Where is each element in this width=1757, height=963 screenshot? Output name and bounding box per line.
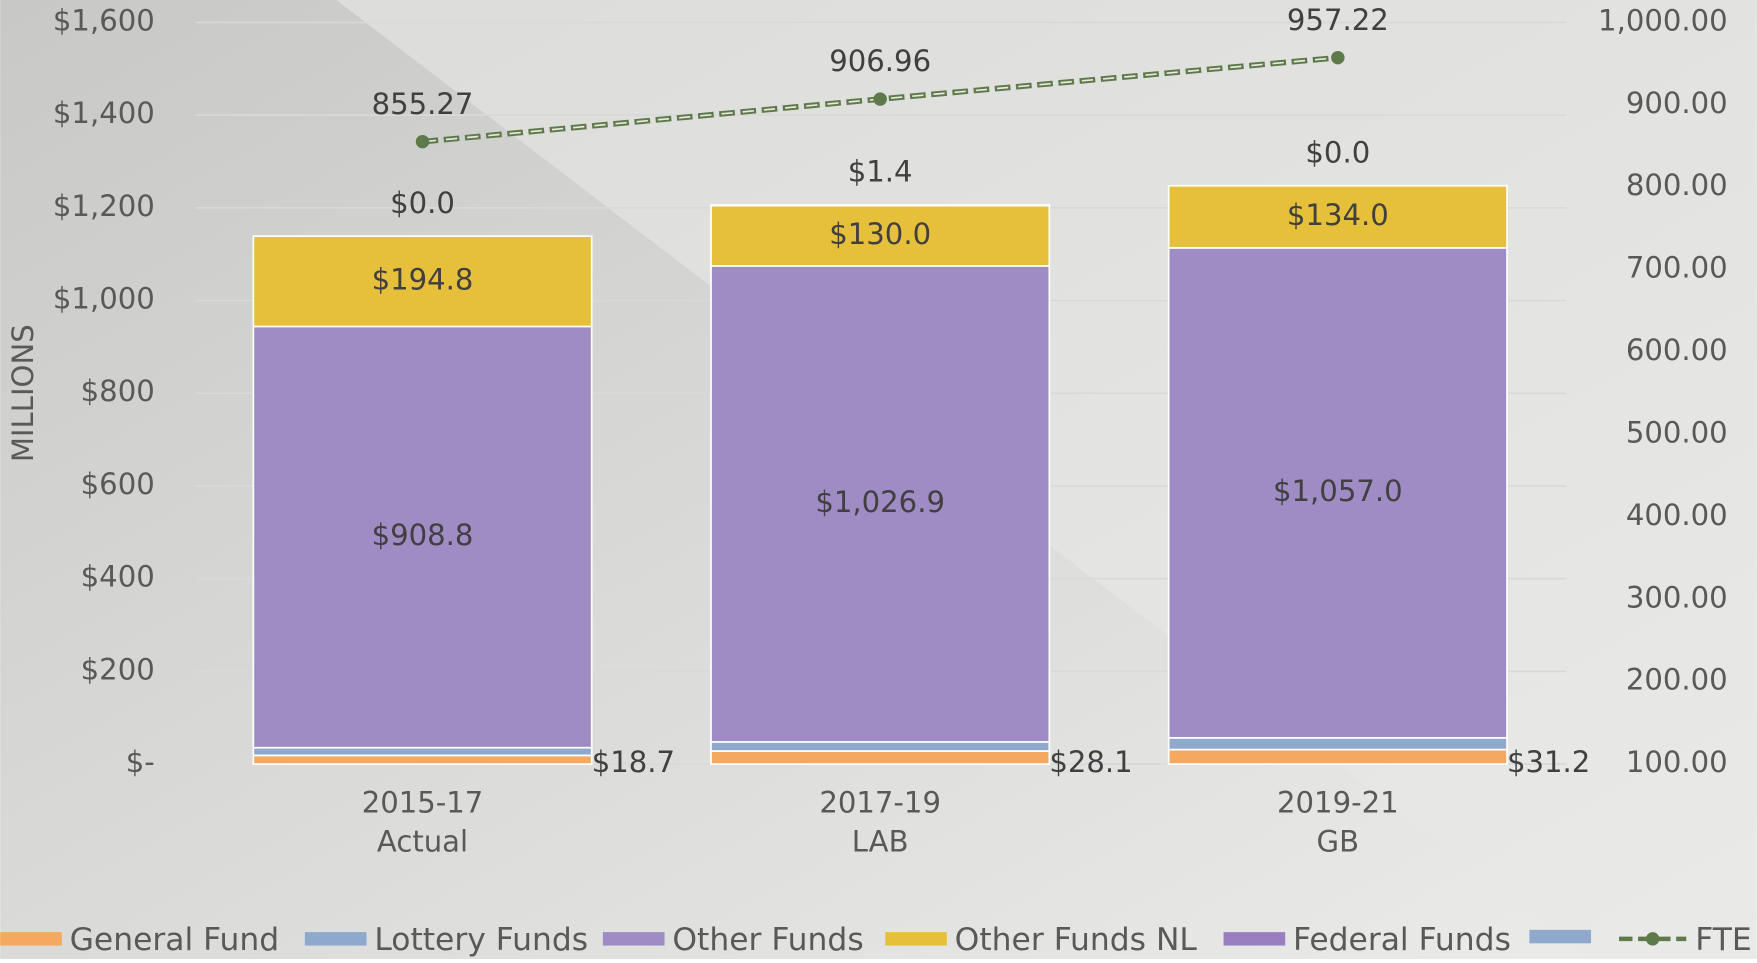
bar-segment [252,325,593,749]
y-tick-label: $800 [81,374,155,408]
y2-tick-label: 900.00 [1626,86,1728,120]
bar-segment [710,204,1051,267]
x-tick-label: 2015-17 Actual [362,785,484,858]
y-tick-label: $400 [81,560,155,594]
y-tick-label: $600 [81,467,155,501]
line-marker [415,134,430,149]
y-tick-label: $1,400 [53,96,155,130]
legend-label: Federal Funds [1293,922,1511,958]
data-label: $1,057.0 [1273,474,1403,508]
legend-swatch [0,932,62,946]
data-label: $194.8 [372,262,474,296]
data-label: $0.0 [390,186,455,220]
x-tick-label: 2019-21 GB [1277,785,1399,858]
data-label: $18.7 [592,745,675,779]
legend-swatch [1645,932,1660,946]
data-label: $1,026.9 [815,485,945,519]
data-label: 957.22 [1287,3,1389,37]
data-label: $908.8 [372,518,474,552]
data-label: 855.27 [372,87,474,121]
y2-tick-label: 800.00 [1626,168,1728,202]
bar-segment [1167,247,1508,739]
bar-segment [710,750,1051,765]
data-label: $134.0 [1287,198,1389,232]
legend-label: General Fund [70,922,280,958]
y2-tick-label: 500.00 [1626,415,1728,449]
y2-tick-label: 400.00 [1626,498,1728,532]
legend-label: Lottery Funds [374,922,588,958]
y2-tick-label: 700.00 [1626,251,1728,285]
y2-tick-label: 300.00 [1626,580,1728,614]
legend-swatch [885,932,947,946]
x-tick-label: 2017-19 LAB [819,785,941,858]
legend-swatch [304,932,367,946]
y2-tick-label: 200.00 [1626,663,1728,697]
data-label: 906.96 [829,44,931,78]
data-label: $31.2 [1507,745,1590,779]
data-label: $28.1 [1049,745,1132,779]
bar-segment [710,741,1051,752]
bar-segment [710,204,1051,207]
legend-label: Other Funds [672,922,863,958]
y2-tick-label: 600.00 [1626,333,1728,367]
legend-label: Other Funds NL [955,922,1198,958]
bar-segment [710,265,1051,743]
data-label: $130.0 [829,217,931,251]
bar-segment [252,754,593,765]
legend-label: FTE [1695,922,1751,958]
y-tick-label: $1,000 [53,282,155,316]
data-label: $1.4 [848,155,913,189]
bar-segment [1167,736,1508,751]
bar-segment [252,235,593,328]
legend-swatch [1223,932,1286,946]
y-tick-label: $1,200 [53,189,155,223]
line-marker [1331,50,1345,65]
y2-tick-label: 100.00 [1626,745,1728,779]
data-label: $0.0 [1305,135,1370,169]
y-tick-label: $1,600 [53,3,155,37]
y-axis-label: MILLIONS [6,324,40,462]
bar-segment [1167,184,1508,249]
bar-segment [1167,748,1508,765]
legend-swatch [602,932,665,946]
bar-segment [252,746,593,757]
legend-swatch [1529,929,1592,944]
y-tick-label: $200 [81,652,155,686]
line-marker [873,92,887,106]
y2-tick-label: 1,000.00 [1598,3,1728,37]
y-tick-label: $- [126,745,155,779]
